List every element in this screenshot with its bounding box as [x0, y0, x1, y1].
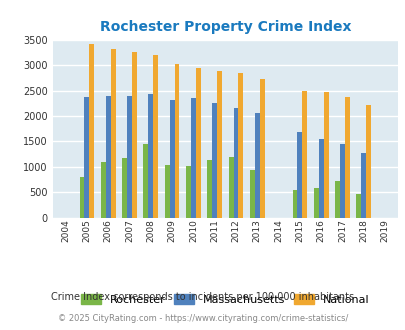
Bar [185, 166, 190, 218]
Bar [344, 97, 349, 218]
Bar [323, 92, 328, 218]
Bar [110, 49, 115, 218]
Text: © 2025 CityRating.com - https://www.cityrating.com/crime-statistics/: © 2025 CityRating.com - https://www.city… [58, 314, 347, 323]
Bar [164, 165, 169, 218]
Bar [132, 52, 136, 218]
Bar [84, 97, 89, 218]
Bar [228, 157, 233, 218]
Text: Crime Index corresponds to incidents per 100,000 inhabitants: Crime Index corresponds to incidents per… [51, 292, 354, 302]
Bar [339, 144, 344, 218]
Bar [79, 177, 84, 218]
Bar [127, 96, 132, 218]
Bar [360, 153, 365, 218]
Bar [89, 44, 94, 218]
Bar [259, 79, 264, 218]
Bar [249, 170, 254, 218]
Bar [100, 162, 105, 218]
Bar [365, 105, 370, 218]
Bar [356, 194, 360, 218]
Bar [174, 64, 179, 218]
Bar [153, 55, 158, 218]
Legend: Rochester, Massachusetts, National: Rochester, Massachusetts, National [77, 291, 372, 309]
Bar [233, 108, 238, 218]
Bar [148, 94, 153, 218]
Bar [334, 181, 339, 218]
Bar [217, 71, 222, 218]
Bar [105, 96, 110, 218]
Bar [143, 144, 148, 218]
Title: Rochester Property Crime Index: Rochester Property Crime Index [99, 20, 350, 34]
Bar [207, 160, 212, 218]
Bar [318, 139, 323, 218]
Bar [169, 100, 174, 218]
Bar [313, 188, 318, 218]
Bar [195, 68, 200, 218]
Bar [292, 190, 297, 218]
Bar [122, 158, 127, 218]
Bar [297, 132, 302, 218]
Bar [212, 103, 217, 218]
Bar [302, 91, 307, 218]
Bar [254, 113, 259, 218]
Bar [238, 73, 243, 218]
Bar [190, 98, 195, 218]
